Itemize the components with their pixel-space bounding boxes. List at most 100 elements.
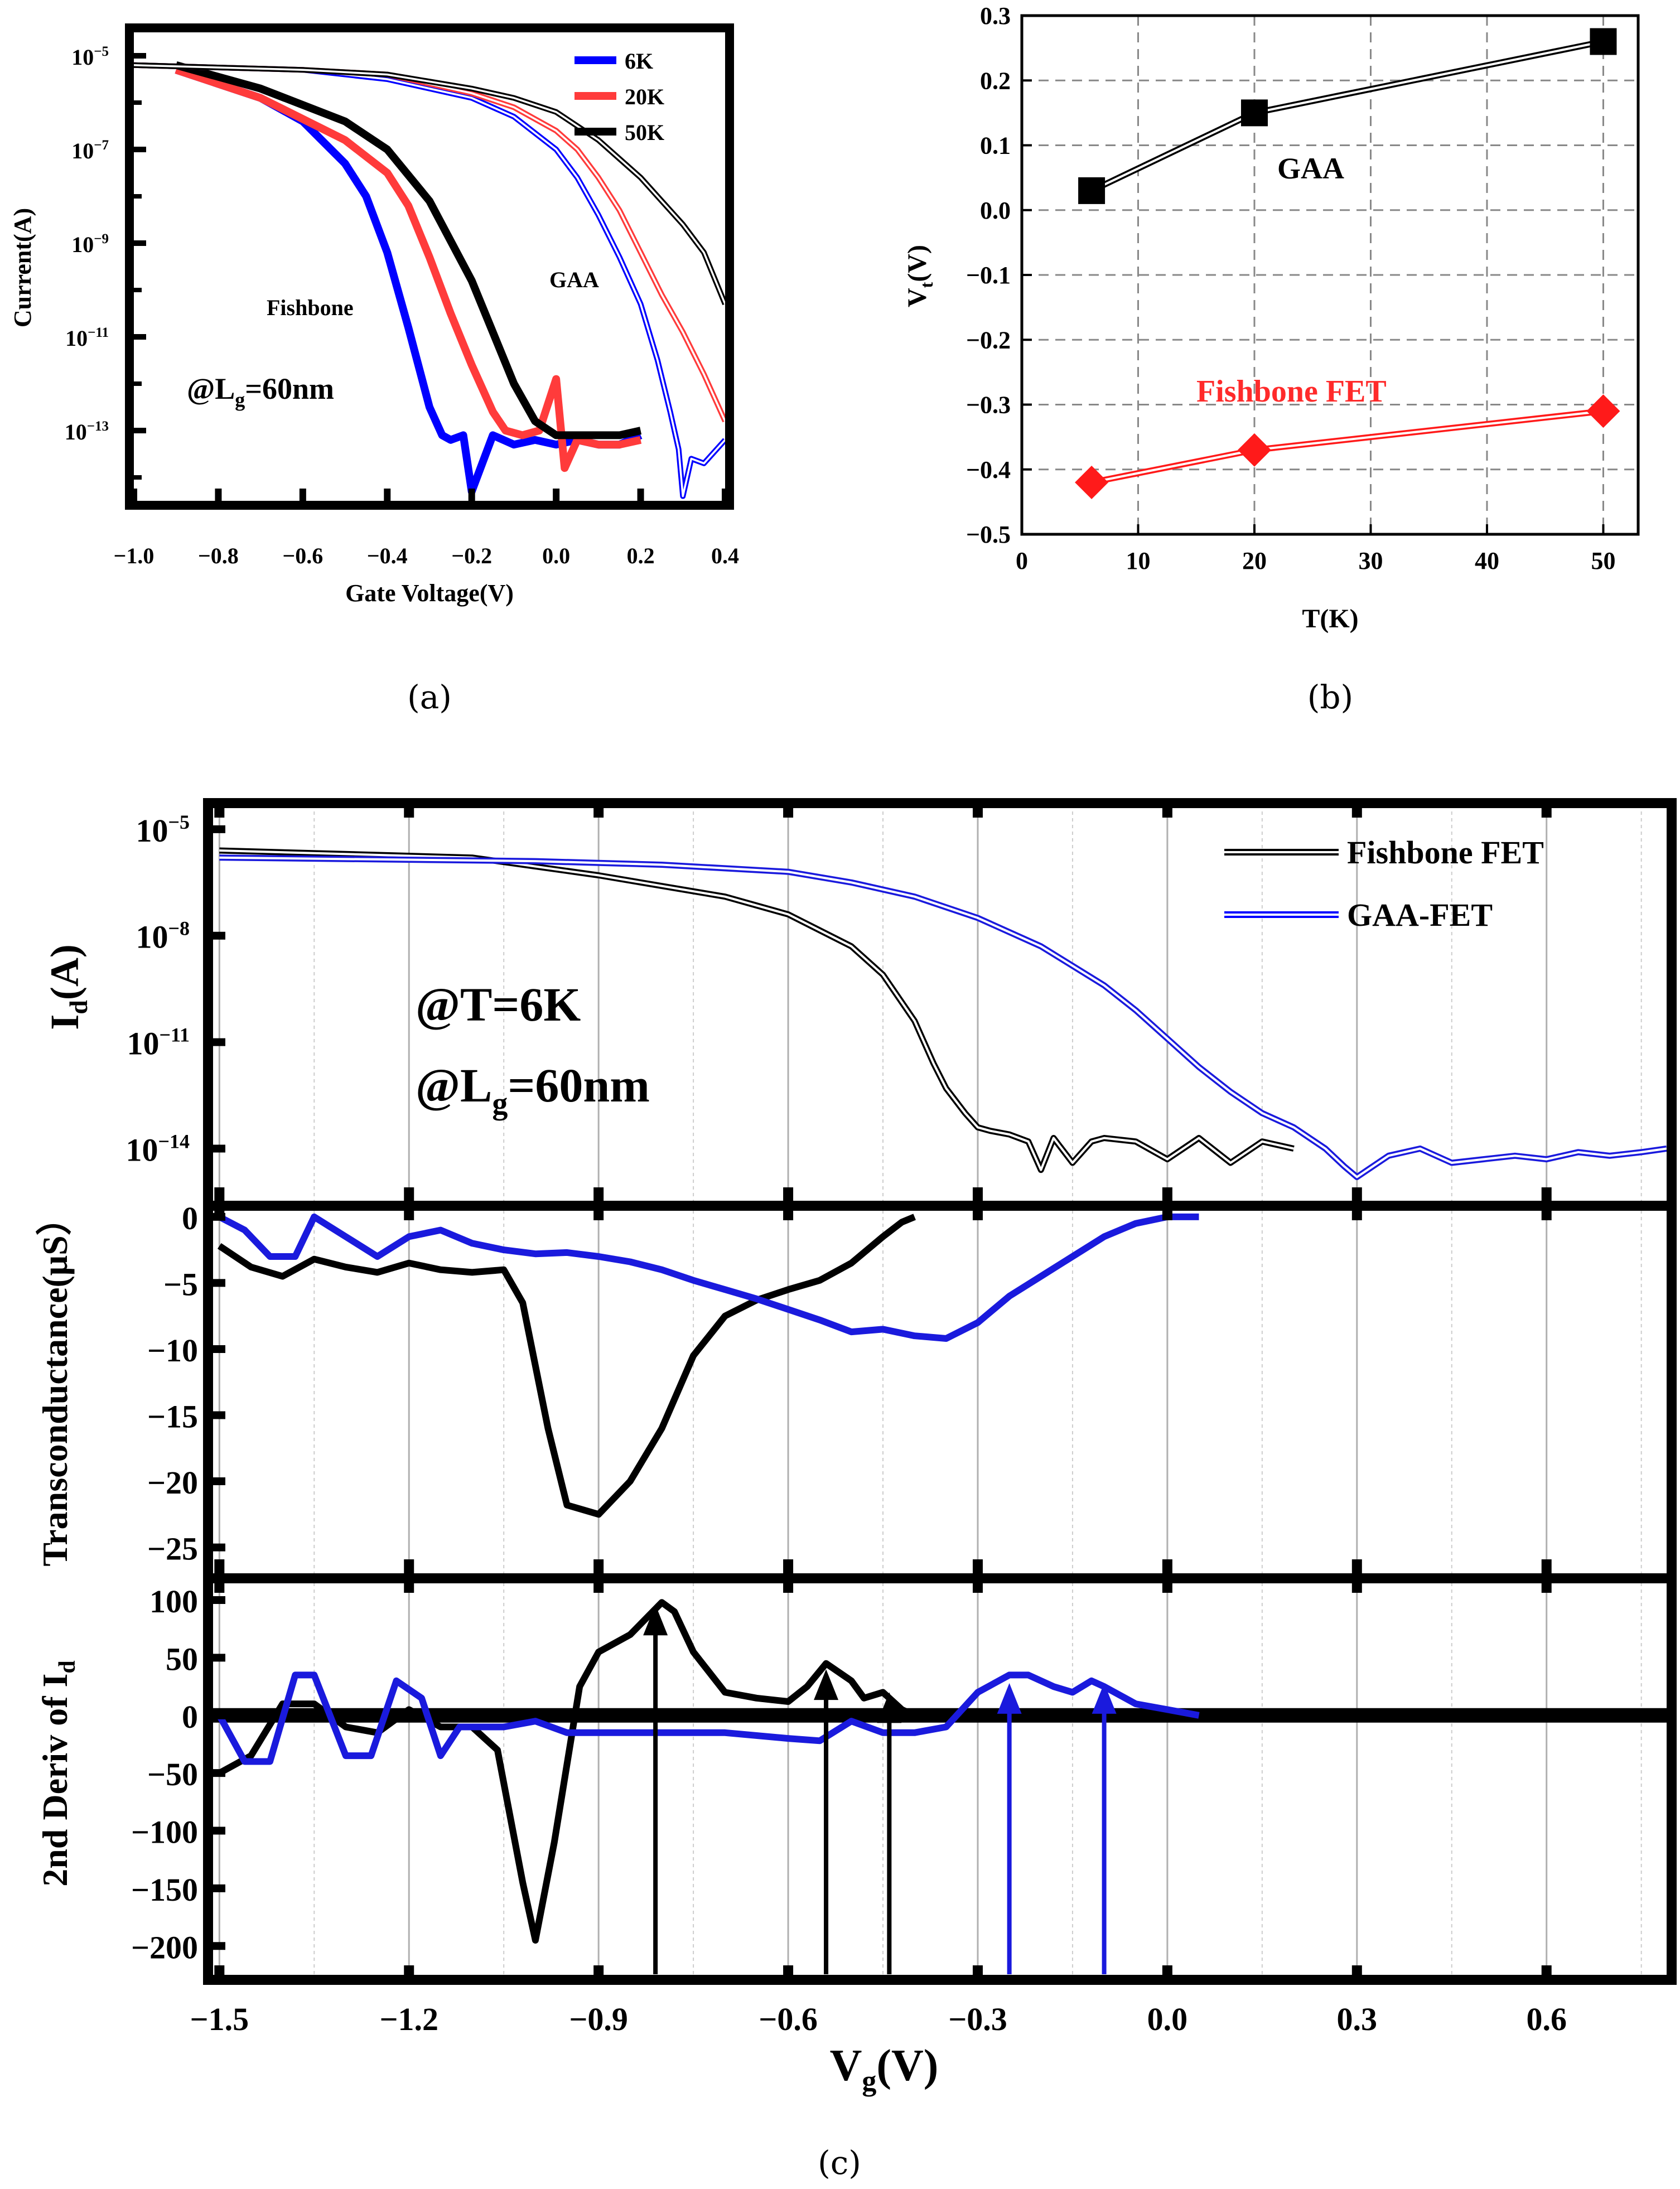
gm-series-gaa-fet [218,1213,1199,1342]
legend-fishbone-label: Fishbone FET [1347,834,1544,871]
marker-gaa [1590,28,1617,55]
gaa-label: GAA [1277,152,1344,185]
gm-ytick-label: −5 [163,1266,198,1302]
a-xtick-label: −0.2 [451,543,492,568]
series-gaa-inner [1091,40,1604,192]
legend-6k-label: 6K [625,49,653,74]
id-ylabel-sub: d [64,1000,93,1014]
id-series-fishbone-fet-inner [219,849,1294,1171]
panel-c-caption: (c) [818,2144,861,2182]
b-ytick-label: −0.1 [966,262,1011,289]
lg-suffix-c: =60nm [508,1059,649,1112]
d2-series-gaa-fet [216,1671,1200,1765]
vt-suffix: (V) [902,245,932,282]
c-xtick-label: −1.2 [379,2001,438,2037]
a-ytick-label-base: 10 [65,419,87,444]
vg-sub: g [862,2065,876,2097]
b-ytick-label: 0.1 [980,132,1011,160]
panel-a-xlabel: Gate Voltage(V) [345,579,514,607]
d2-ylabel-sub: d [55,1660,80,1673]
marker-fishbone-fet [1075,466,1109,499]
lg-annotation: @Lg=60nm [187,372,334,411]
a-ytick-label-base: 10 [65,326,88,351]
marker-fishbone-fet [1237,433,1271,467]
panel-a-caption: (a) [407,678,452,716]
id-ytick-label-base: 10 [136,919,168,955]
id-ytick-label-exponent: −14 [158,1130,190,1153]
id-ylabel-suffix: (A) [42,944,87,1000]
id-ytick-label-base: 10 [136,813,168,849]
series-gaa [1090,38,1604,194]
id-ytick-label-exponent: −8 [168,917,190,940]
id-ytick-label-exponent: −11 [159,1024,190,1046]
b-ytick-label: −0.3 [966,392,1011,419]
lg-annotation-c: @Lg=60nm [416,1059,650,1121]
a-xtick-label: 0.2 [627,543,655,568]
c-xtick-label: 0.3 [1337,2001,1378,2037]
series-20k-gaa-inner [134,64,725,422]
a-ytick-label-exponent: −9 [94,231,109,247]
id-ytick-label-base: 10 [125,1132,158,1168]
id-ytick-label-base: 10 [127,1026,159,1062]
gm-ylabel: Transconductance(μS） [35,1200,75,1566]
a-xtick-label: −0.4 [367,543,408,568]
gm-series-fishbone-fet [217,1214,916,1518]
marker-gaa [1240,99,1268,127]
lg-prefix-c: @L [416,1059,492,1112]
id-ytick-label: 10−11 [127,1024,190,1062]
a-ytick-label-exponent: −5 [94,44,109,59]
a-ytick-label: 10−13 [65,419,109,444]
peak-arrow-head [814,1669,839,1700]
d2-ytick-label: −200 [131,1929,198,1965]
id-ylabel-main: I [42,1014,87,1030]
vg-main: V [830,2041,862,2090]
c-xtick-label: 0.0 [1147,2001,1188,2037]
panel-b-caption: (b) [1307,678,1353,716]
legend-gaa-label: GAA-FET [1347,897,1493,933]
marker-gaa [1078,177,1105,204]
id-series-gaa-fet-inner [219,856,1667,1178]
b-ytick-label: 0.0 [980,197,1011,224]
id-ytick-label-exponent: −5 [168,811,190,833]
b-ytick-label: −0.4 [966,456,1011,484]
b-ytick-label: 0.2 [980,67,1011,94]
panel-c: −1.5 −1.2 −0.9 −0.6 −0.3 0.0 0.3 0.610−510−810−… [35,798,1677,2182]
b-ytick-label: 0.3 [980,2,1011,30]
gm-ytick-label: −25 [147,1531,198,1567]
vt-main: V [902,288,932,307]
d2-ytick-label: −100 [131,1814,198,1850]
series-fishbone-fet [1091,408,1604,486]
panel-a-ylabel: Current(A) [9,208,36,327]
d2-ytick-label: −150 [131,1872,198,1908]
vg-suffix: (V) [876,2041,938,2090]
series-50k-fishbone [175,61,642,439]
marker-fishbone-fet [1586,394,1620,428]
a-ytick-label: 10−9 [71,231,109,257]
id-ytick-label: 10−8 [136,917,190,955]
peak-arrow-head [877,1692,902,1723]
a-ytick-label-base: 10 [71,45,94,70]
d2-ylabel: 2nd Deriv of Id [35,1660,80,1887]
fishbone-fet-label: Fishbone FET [1196,374,1387,409]
b-ytick-label: −0.2 [966,326,1011,354]
c-xtick-label: 0.6 [1526,2001,1567,2037]
c-xtick-label: −0.6 [759,2001,818,2037]
gm-ytick-label: 0 [182,1200,198,1236]
a-ytick-label-exponent: −7 [94,138,109,153]
c-xtick-label: −0.3 [948,2001,1007,2037]
b-xtick-label: 0 [1016,547,1028,574]
panel-a: −1.0 −0.8 −0.6 −0.4 −0.2 0.0 0.2 0.410−510−710−… [9,23,739,716]
panel-b-ylabel: Vt(V) [902,245,936,307]
d2-ytick-label: 0 [182,1699,198,1735]
d2-ytick-label: −50 [147,1756,198,1792]
legend-20k-label: 20K [625,84,664,109]
a-xtick-label: −0.8 [198,543,239,568]
id-ytick-label: 10−14 [125,1130,190,1168]
gm-ytick-label: −20 [147,1465,198,1501]
a-ytick-label-exponent: −11 [88,325,109,340]
gm-ytick-label: −15 [147,1398,198,1434]
a-ytick-label: 10−11 [65,325,109,351]
b-ytick-label: −0.5 [966,521,1011,548]
c-xtick-label: −0.9 [569,2001,628,2037]
a-xtick-label: −0.6 [282,543,323,568]
